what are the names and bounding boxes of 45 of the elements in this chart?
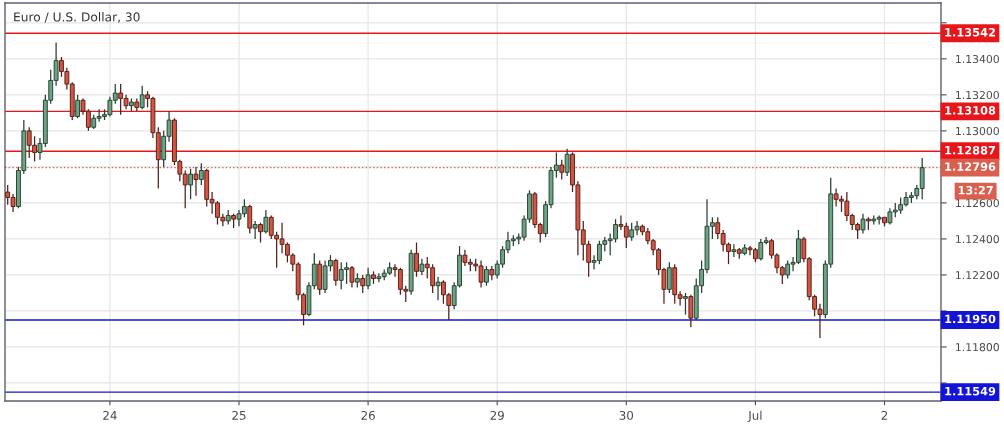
candlestick bbox=[435, 276, 441, 301]
ref-line-label: 1.12887 bbox=[945, 145, 996, 155]
candlestick bbox=[484, 265, 489, 287]
candlestick bbox=[188, 168, 194, 200]
x-tick-label: Jul bbox=[747, 410, 762, 423]
candlestick bbox=[252, 220, 258, 240]
ref-line-label: 1.11549 bbox=[945, 386, 996, 396]
x-tick-label: 2 bbox=[881, 410, 888, 420]
candlestick bbox=[263, 209, 269, 235]
x-tick-label: 29 bbox=[490, 410, 504, 420]
candlestick bbox=[414, 241, 419, 278]
y-tick-label: 1.13400 bbox=[956, 54, 999, 64]
candlestick bbox=[365, 267, 371, 290]
candlestick bbox=[258, 222, 263, 244]
ref-line-label: 1.11950 bbox=[945, 314, 996, 324]
candlestick bbox=[564, 148, 570, 177]
ref-line-label: 1.13542 bbox=[945, 27, 995, 37]
y-tick-label: 1.12600 bbox=[956, 198, 999, 208]
candlestick bbox=[360, 274, 366, 294]
candlestick bbox=[333, 258, 339, 287]
candlestick bbox=[193, 166, 199, 197]
candlestick bbox=[860, 213, 866, 235]
y-tick-label: 1.12200 bbox=[956, 271, 999, 280]
text: Euro / U.S. Dollar, 30 bbox=[14, 12, 140, 23]
candlestick bbox=[349, 265, 355, 289]
candlestick bbox=[247, 204, 253, 235]
x-tick-label: 24 bbox=[103, 410, 117, 420]
x-tick-label: 30 bbox=[619, 410, 634, 420]
candlestick bbox=[139, 85, 145, 110]
y-tick-label: 1.11800 bbox=[956, 343, 999, 352]
y-tick-label: 1.13000 bbox=[956, 126, 999, 136]
candlestick bbox=[198, 162, 204, 186]
candlestick bbox=[75, 94, 81, 119]
x-tick-label: 25 bbox=[232, 410, 246, 420]
candlestick bbox=[731, 243, 737, 258]
ref-line-label: 1.13108 bbox=[945, 106, 996, 115]
candlestick bbox=[559, 159, 565, 181]
candlestick bbox=[688, 294, 694, 328]
text: 13:27 bbox=[958, 185, 993, 195]
candlestick bbox=[666, 261, 672, 294]
y-tick-label: 1.13200 bbox=[956, 90, 999, 100]
ref-line-label: 1.12796 bbox=[945, 162, 996, 171]
y-tick-label: 1.12400 bbox=[956, 234, 999, 244]
x-tick-label: 26 bbox=[361, 410, 375, 420]
candlestick bbox=[683, 292, 688, 316]
